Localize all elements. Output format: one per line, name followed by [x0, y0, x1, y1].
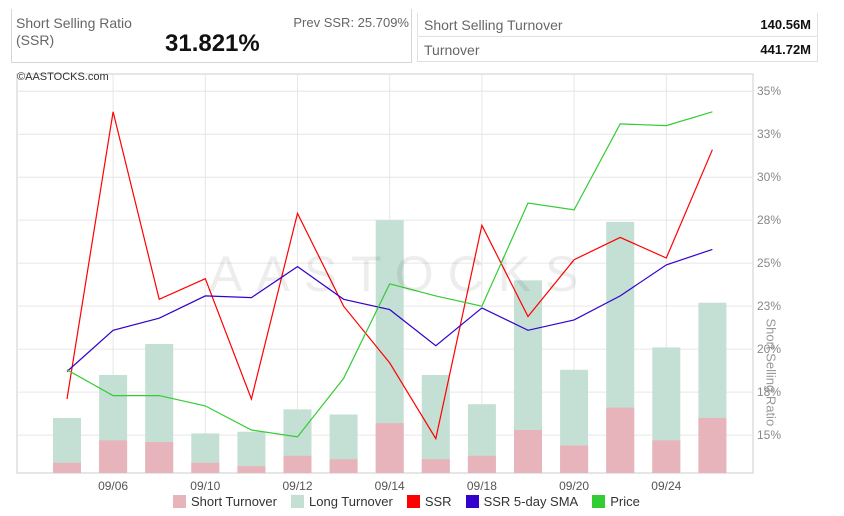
ssr-line — [66, 111, 713, 441]
legend-item-ssr-sma[interactable]: SSR 5-day SMA — [465, 494, 579, 509]
prev-ssr: Prev SSR: 25.709% — [293, 15, 409, 30]
legend-swatch — [173, 495, 186, 508]
turnover-summary-box: Short Selling Turnover 140.56M Turnover … — [417, 9, 820, 63]
ssr-sma-line — [66, 248, 713, 372]
legend-label: Price — [610, 494, 640, 509]
y-tick-label: 35% — [757, 84, 781, 98]
legend-label: Short Turnover — [191, 494, 277, 509]
turnover-row-value: 441.72M — [760, 42, 811, 57]
legend-label: SSR — [424, 494, 452, 509]
y-tick-label: 25% — [757, 256, 781, 270]
short-turnover-bar — [53, 462, 81, 473]
short-turnover-bar — [237, 466, 266, 473]
x-tick-label: 09/10 — [190, 479, 220, 493]
short-turnover-bar — [606, 407, 635, 473]
short-turnover-bar — [99, 440, 128, 473]
ssr-summary-box: Short Selling Ratio (SSR) 31.821% Prev S… — [11, 9, 412, 63]
y-tick-label: 30% — [757, 170, 781, 184]
turnover-row-label: Turnover — [424, 42, 480, 58]
y-axis-title: Short Selling Ratio — [763, 318, 779, 427]
legend-swatch — [465, 495, 479, 508]
legend-swatch — [592, 495, 606, 508]
chart-legend: Short Turnover Long Turnover SSR SSR 5-d… — [173, 494, 640, 509]
y-tick-label: 15% — [757, 428, 781, 442]
x-tick-label: 09/14 — [375, 479, 405, 493]
y-tick-label: 20% — [757, 342, 781, 356]
turnover-row-value: 140.56M — [760, 17, 811, 32]
short-turnover-bar — [329, 459, 358, 473]
legend-swatch — [406, 495, 420, 508]
x-tick-label: 09/24 — [651, 479, 681, 493]
legend-item-long-turnover[interactable]: Long Turnover — [291, 494, 393, 509]
x-tick-label: 09/12 — [282, 479, 312, 493]
x-tick-label: 09/20 — [559, 479, 589, 493]
short-turnover-bar — [283, 455, 312, 473]
chart-svg: 15% 18% 20% 23% 25% 28% 30% 33% 35% 09/06 09/10 09/… — [16, 73, 781, 493]
ssr-value: 31.821% — [165, 30, 260, 57]
legend-label: Long Turnover — [309, 494, 393, 509]
price-line — [66, 111, 713, 438]
short-turnover-bar — [421, 459, 450, 473]
legend-swatch — [291, 495, 304, 508]
y-tick-label: 33% — [757, 127, 781, 141]
short-turnover-bar — [191, 462, 220, 473]
short-turnover-bar — [375, 423, 404, 473]
short-selling-turnover-row: Short Selling Turnover 140.56M — [417, 13, 818, 37]
legend-item-price[interactable]: Price — [592, 494, 640, 509]
long-turnover-bar — [421, 374, 450, 473]
x-tick-label: 09/18 — [467, 479, 497, 493]
legend-label: SSR 5-day SMA — [483, 494, 579, 509]
short-turnover-bar — [514, 430, 542, 473]
watermark: AASTOCKS — [209, 246, 593, 302]
short-turnover-bar — [560, 445, 589, 473]
short-turnover-bar — [145, 442, 174, 473]
legend-item-short-turnover[interactable]: Short Turnover — [173, 494, 277, 509]
copyright-text: ©AASTOCKS.com — [17, 71, 109, 83]
turnover-row-label: Short Selling Turnover — [424, 17, 563, 33]
turnover-row: Turnover 441.72M — [417, 38, 818, 62]
y-tick-label: 23% — [757, 299, 781, 313]
legend-item-ssr[interactable]: SSR — [406, 494, 452, 509]
x-tick-label: 09/06 — [98, 479, 128, 493]
y-tick-label: 28% — [757, 213, 781, 227]
short-turnover-bar — [467, 455, 496, 473]
y-tick-label: 18% — [757, 385, 781, 399]
short-selling-chart: 15% 18% 20% 23% 25% 28% 30% 33% 35% 09/06 09/10 09/… — [11, 65, 820, 516]
short-turnover-bar — [698, 417, 727, 473]
ssr-label: Short Selling Ratio (SSR) — [16, 15, 132, 48]
short-turnover-bar — [652, 440, 681, 473]
